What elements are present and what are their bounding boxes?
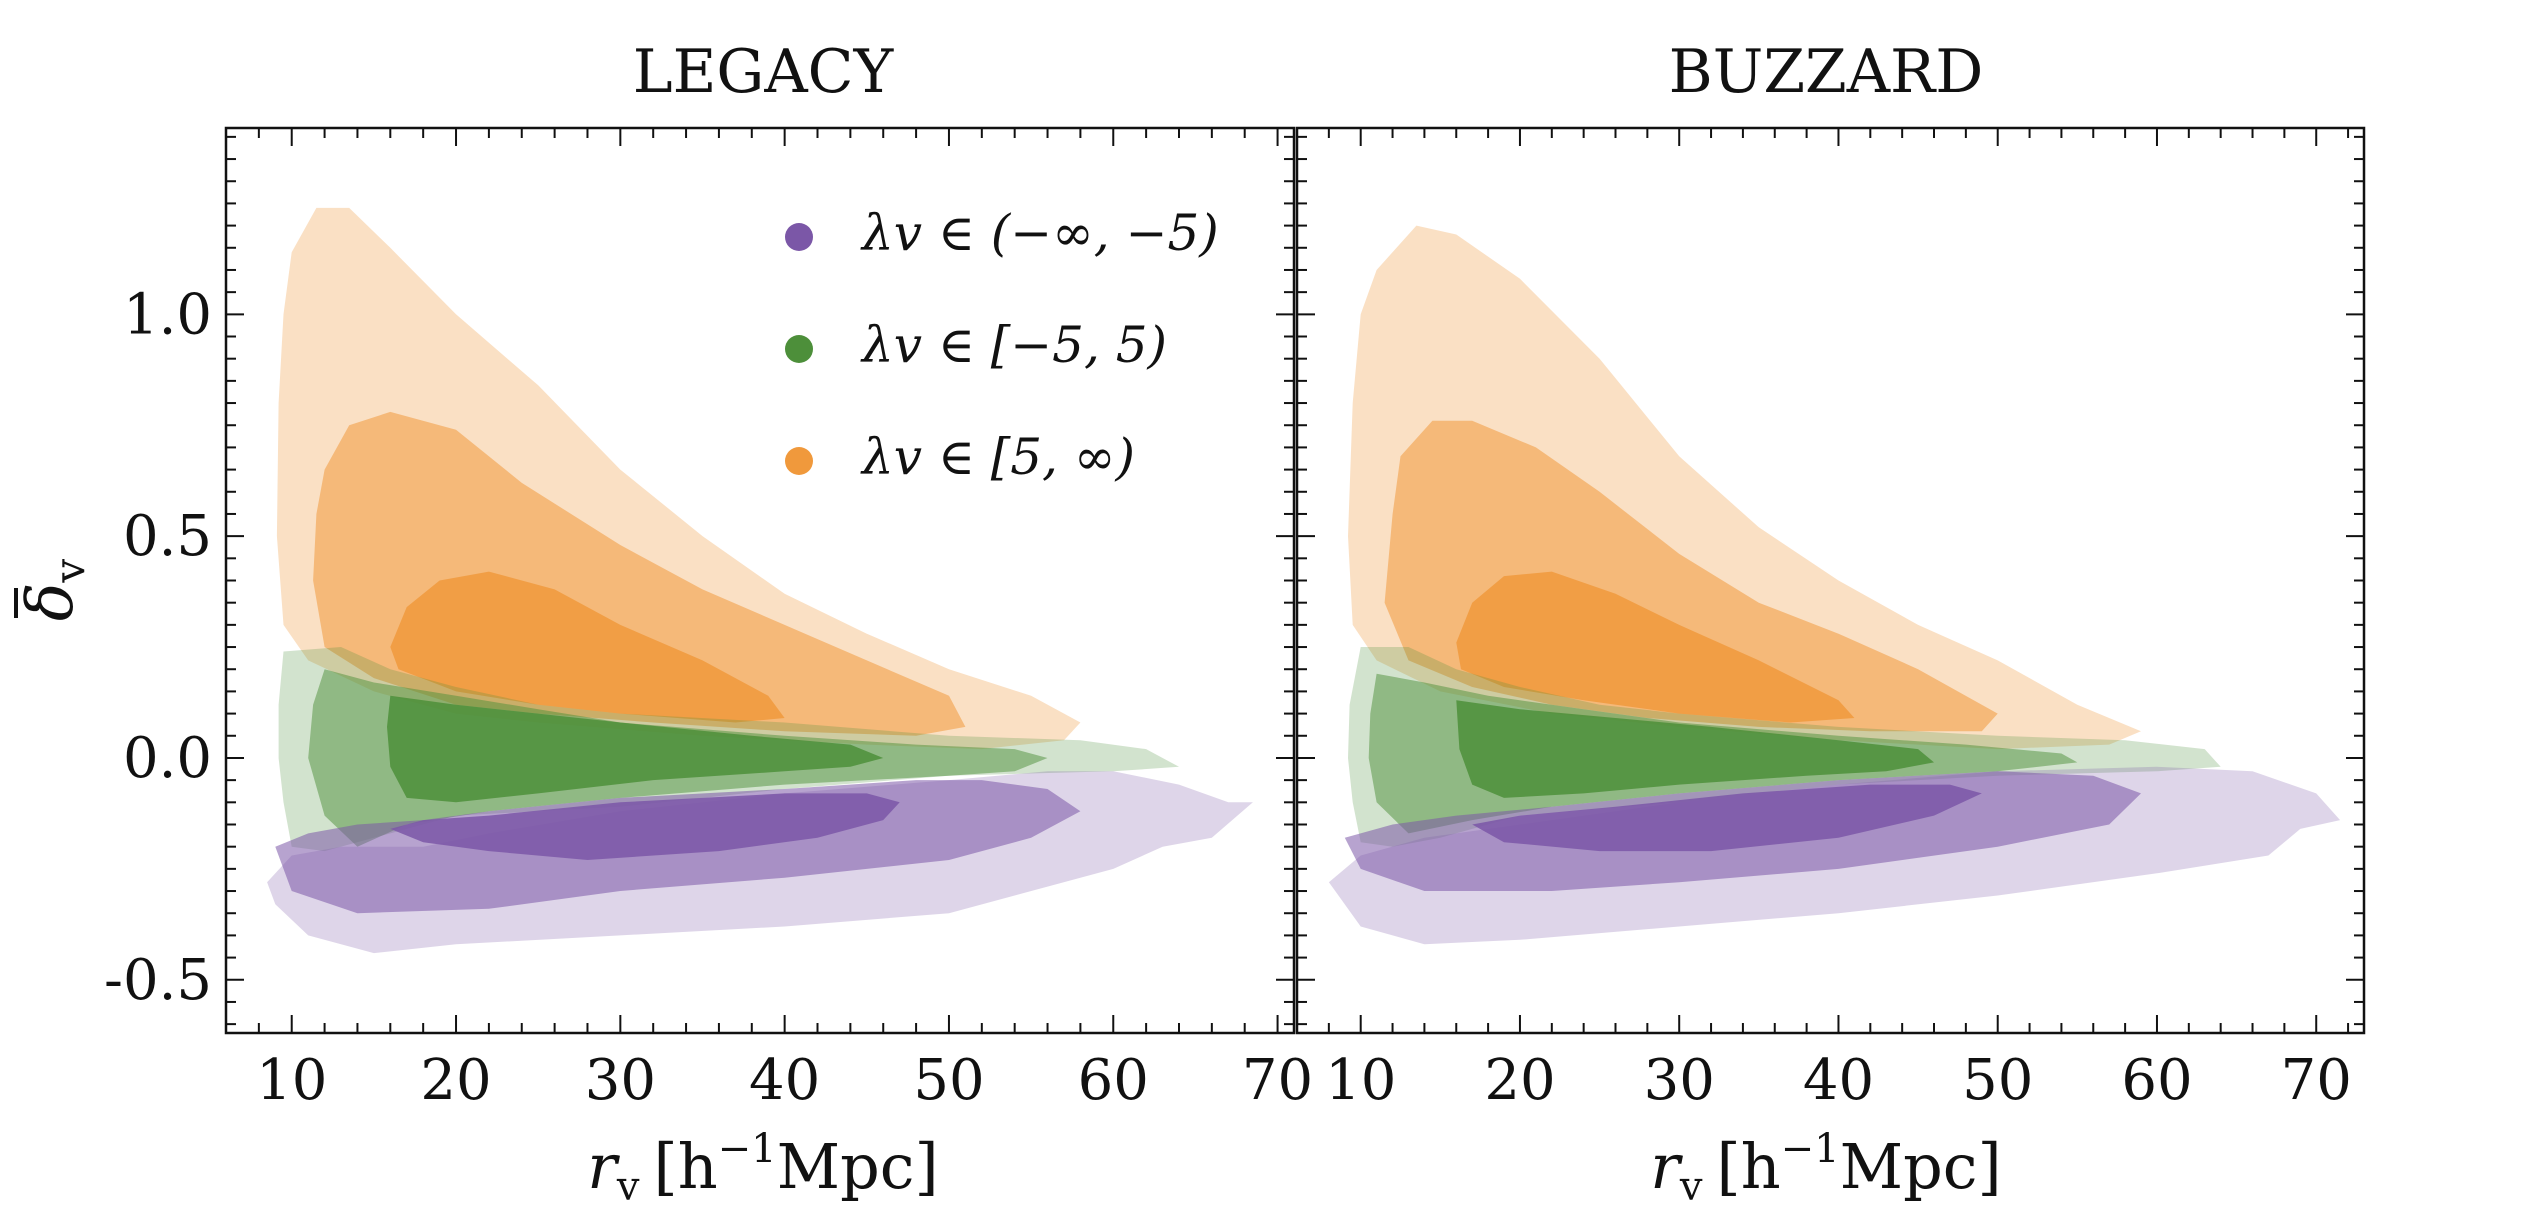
- legend: λv ∈ (−∞, −5) λv ∈ [−5, 5) λv ∈ [5, ∞): [785, 204, 1219, 486]
- buzzard-x-tick-label: 70: [2281, 1048, 2352, 1113]
- buzzard-x-tick-label: 60: [2121, 1048, 2192, 1113]
- legacy-x-tick-label: 30: [585, 1048, 656, 1113]
- legacy-title: LEGACY: [633, 37, 895, 107]
- legacy-y-tick-label: 0.5: [123, 504, 212, 569]
- legacy-x-tick-label: 40: [749, 1048, 820, 1113]
- legend-swatch-purple: [785, 223, 813, 251]
- buzzard-contour-purple-level-3: [1472, 784, 1982, 852]
- legacy-x-tick-label: 20: [420, 1048, 491, 1113]
- legacy-contour-orange-level-3: [390, 571, 785, 723]
- buzzard-x-tick-label: 20: [1484, 1048, 1555, 1113]
- buzzard-x-tick-label: 10: [1325, 1048, 1396, 1113]
- buzzard-x-tick-label: 50: [1962, 1048, 2033, 1113]
- buzzard-x-axis-label: rv [h−1Mpc]: [1650, 1126, 2001, 1210]
- legacy-y-tick-label: -0.5: [104, 948, 212, 1013]
- legacy-x-tick-label: 10: [256, 1048, 327, 1113]
- legacy-contour-green-level-3: [387, 695, 884, 803]
- legacy-x-tick-label: 70: [1242, 1048, 1313, 1113]
- legacy-x-tick-label: 60: [1078, 1048, 1149, 1113]
- buzzard-contour-orange-level-3: [1456, 571, 1855, 723]
- buzzard-title: BUZZARD: [1669, 37, 1984, 107]
- buzzard-x-tick-label: 30: [1644, 1048, 1715, 1113]
- legend-swatch-orange: [785, 447, 813, 475]
- legend-label-negative: λv ∈ (−∞, −5): [860, 204, 1219, 262]
- buzzard-contour-green-level-3: [1456, 700, 1934, 798]
- y-axis-label: δv: [14, 559, 94, 622]
- legacy-x-tick-label: 50: [913, 1048, 984, 1113]
- legend-label-positive: λv ∈ [5, ∞): [860, 428, 1135, 486]
- legacy-y-tick-label: 1.0: [123, 282, 212, 347]
- y-axis-symbol: δv: [14, 559, 94, 622]
- legacy-x-axis-label: rv [h−1Mpc]: [587, 1126, 938, 1210]
- legacy-contour-purple-level-3: [390, 793, 900, 860]
- legacy-y-tick-label: 0.0: [123, 726, 212, 791]
- legacy-panel: 10 20 30 40 50 60 70 -0.5 0.0 0.5 1.0: [104, 126, 1313, 1113]
- legend-label-middle: λv ∈ [−5, 5): [860, 316, 1167, 374]
- buzzard-panel: 10 20 30 40 50 60 70: [1295, 126, 2366, 1113]
- legend-swatch-green: [785, 335, 813, 363]
- buzzard-x-tick-label: 40: [1803, 1048, 1874, 1113]
